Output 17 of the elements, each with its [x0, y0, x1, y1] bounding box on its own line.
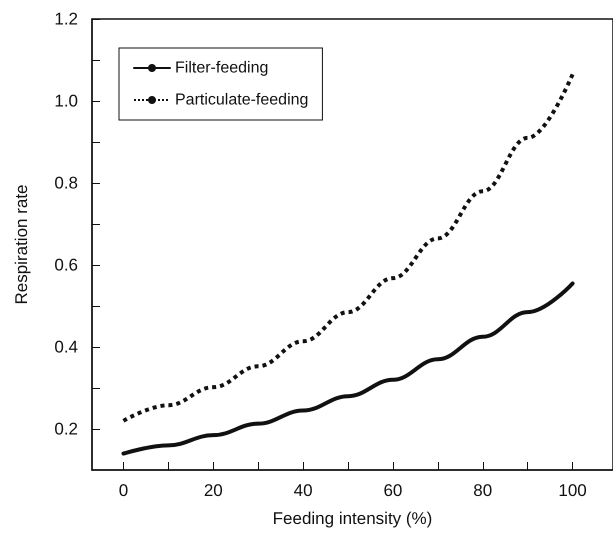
- x-axis-title: Feeding intensity (%): [272, 509, 432, 528]
- legend-label: Particulate-feeding: [175, 92, 308, 108]
- x-tick-label: 60: [383, 481, 402, 500]
- x-tick-label: 0: [118, 481, 128, 500]
- x-tick-label: 40: [294, 481, 313, 500]
- y-tick-label: 0.8: [54, 174, 78, 192]
- y-tick-label: 0.4: [54, 338, 78, 356]
- y-tick-label: 0.2: [54, 420, 78, 438]
- y-tick-label: 0.6: [54, 256, 78, 274]
- y-tick-label: 1.2: [54, 10, 78, 28]
- x-tick-label: 80: [473, 481, 492, 500]
- legend-label: Filter-feeding: [175, 60, 268, 76]
- x-tick-label: 20: [204, 481, 223, 500]
- x-tick-label: 100: [558, 481, 587, 500]
- y-tick-label: 1.0: [54, 92, 78, 110]
- line-series: [121, 281, 575, 456]
- y-axis-title: Respiration rate: [12, 184, 31, 305]
